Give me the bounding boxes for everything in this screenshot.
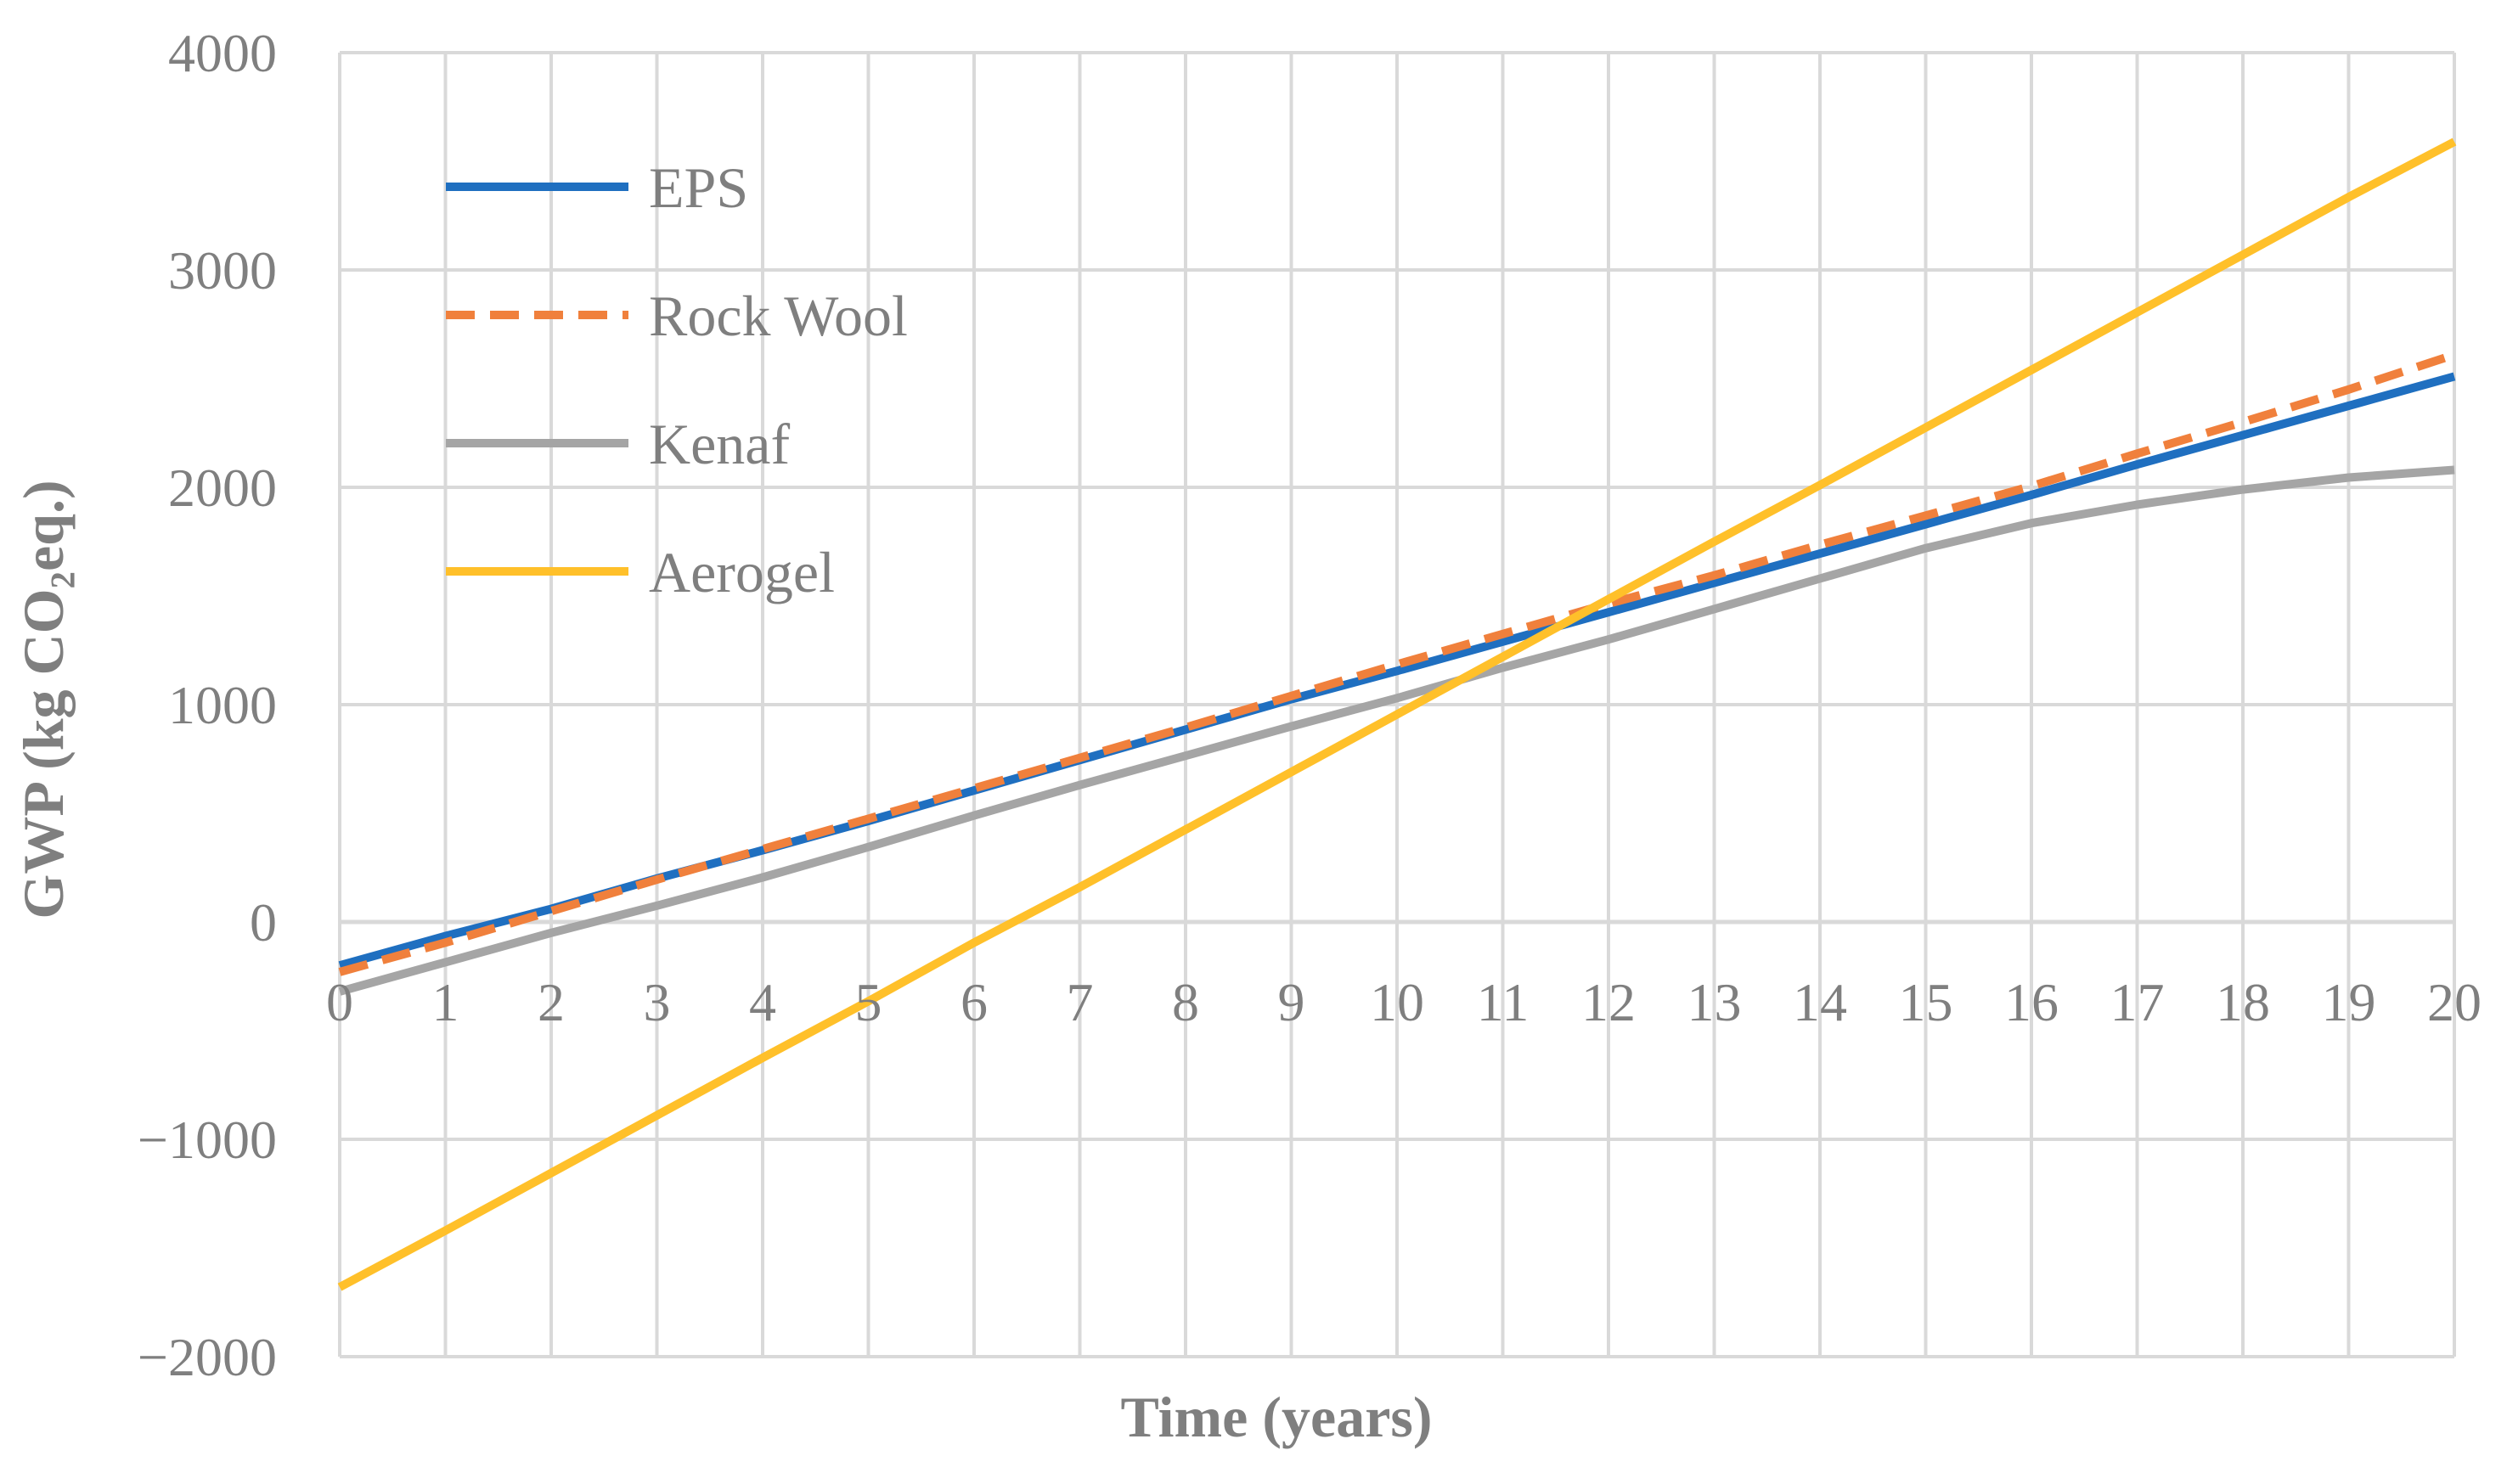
- x-tick-label: 11: [1477, 972, 1530, 1032]
- legend-label: Kenaf: [649, 412, 790, 476]
- y-axis-title: GWP (kg CO₂eq.): [11, 480, 76, 919]
- y-tick-label: −2000: [138, 1327, 277, 1387]
- legend-label: Rock Wool: [649, 284, 908, 348]
- x-tick-label: 10: [1370, 972, 1424, 1032]
- x-tick-label: 16: [2004, 972, 2059, 1032]
- x-tick-label: 4: [749, 972, 776, 1032]
- x-tick-label: 12: [1581, 972, 1636, 1032]
- x-tick-label: 5: [855, 972, 882, 1032]
- y-tick-label: 3000: [168, 240, 277, 301]
- y-tick-label: 2000: [168, 458, 277, 518]
- legend: EPS Rock Wool Kenaf Aerogel: [446, 155, 908, 604]
- x-tick-label: 0: [326, 972, 353, 1032]
- x-axis-title: Time (years): [1121, 1385, 1433, 1449]
- grid: [338, 51, 2456, 1358]
- y-tick-label: 1000: [168, 675, 277, 735]
- x-tick-label: 1: [432, 972, 459, 1032]
- x-tick-label: 7: [1067, 972, 1094, 1032]
- legend-label: Aerogel: [649, 540, 835, 604]
- y-tick-label: 4000: [168, 23, 277, 83]
- x-tick-label: 15: [1899, 972, 1953, 1032]
- series-lines: [337, 138, 2457, 1291]
- x-tick-label: 9: [1278, 972, 1305, 1032]
- x-tick-label: 17: [2110, 972, 2165, 1032]
- x-tick-label: 6: [961, 972, 988, 1032]
- x-axis-ticks: 0 1 2 3 4 5 6 7 8 9 10 11 12 13 14 15 16 17 18 19 20: [326, 972, 2482, 1032]
- x-tick-label: 3: [644, 972, 671, 1032]
- x-tick-label: 14: [1793, 972, 1847, 1032]
- x-tick-label: 18: [2216, 972, 2270, 1032]
- series-line-aerogel: [337, 138, 2457, 1291]
- x-tick-label: 2: [538, 972, 565, 1032]
- y-tick-label: 0: [250, 892, 277, 953]
- legend-label: EPS: [649, 155, 748, 220]
- x-tick-label: 8: [1172, 972, 1199, 1032]
- y-axis-ticks: 4000 3000 2000 1000 0 −1000 −2000: [138, 23, 277, 1387]
- x-tick-label: 13: [1687, 972, 1742, 1032]
- y-tick-label: −1000: [138, 1110, 277, 1170]
- series-line-kenaf: [338, 465, 2455, 996]
- x-tick-label: 19: [2322, 972, 2376, 1032]
- series-line-rock-wool: [338, 351, 2456, 976]
- x-tick-label: 20: [2427, 972, 2482, 1032]
